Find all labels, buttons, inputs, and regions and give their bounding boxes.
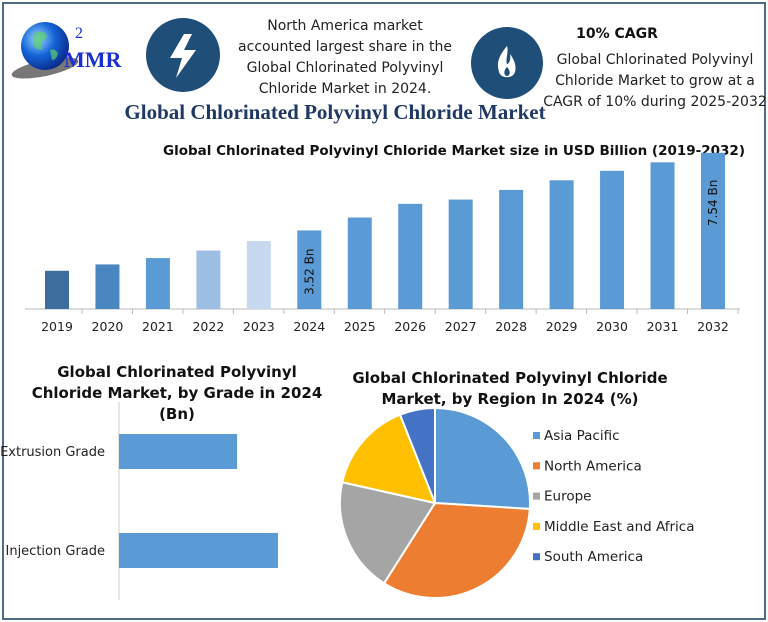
logo-superscript: 2 bbox=[75, 25, 83, 42]
bar-2024 bbox=[297, 230, 322, 309]
globe-icon bbox=[21, 22, 69, 70]
logo-text: MMR bbox=[64, 47, 123, 72]
bar-2019 bbox=[45, 270, 69, 309]
grade-category-label: Injection Grade bbox=[6, 544, 106, 559]
x-tick-label: 2021 bbox=[142, 319, 174, 334]
bar-chart-title: Global Chlorinated Polyvinyl Chloride Ma… bbox=[163, 143, 745, 159]
cagr-note: Global Chlorinated Polyvinyl Chloride Ma… bbox=[543, 52, 767, 110]
cagr-title: 10% CAGR bbox=[576, 26, 658, 42]
x-tick-label: 2030 bbox=[596, 319, 628, 334]
svg-text:CAGR of 10% during 2025-2032: CAGR of 10% during 2025-2032 bbox=[543, 94, 767, 110]
x-tick-label: 2027 bbox=[445, 319, 477, 334]
bar-2020 bbox=[95, 264, 120, 309]
x-tick-label: 2020 bbox=[92, 319, 124, 334]
legend-label: South America bbox=[544, 549, 643, 565]
pie-slice-middle-east-and-africa bbox=[341, 413, 437, 505]
lightning-icon bbox=[146, 18, 220, 92]
x-tick-label: 2029 bbox=[546, 319, 578, 334]
pie-slice-europe bbox=[339, 481, 437, 585]
mmr-logo: 2 MMR bbox=[11, 22, 123, 79]
bar-2022 bbox=[196, 250, 221, 309]
bar-2032 bbox=[700, 152, 725, 309]
legend-swatch bbox=[533, 522, 540, 530]
bar-2028 bbox=[499, 189, 524, 309]
svg-text:Chloride Market to grow at a: Chloride Market to grow at a bbox=[555, 73, 755, 89]
legend-swatch bbox=[533, 492, 540, 500]
grade-bar bbox=[119, 434, 238, 469]
x-tick-label: 2031 bbox=[647, 319, 679, 334]
data-label-2024: 3.52 Bn bbox=[302, 249, 316, 295]
x-tick-label: 2032 bbox=[697, 319, 729, 334]
pie-chart-title-line: Market, by Region In 2024 (%) bbox=[381, 390, 638, 408]
bar-2021 bbox=[145, 258, 170, 309]
x-tick-label: 2022 bbox=[192, 319, 224, 334]
bar-2030 bbox=[600, 170, 625, 309]
legend-swatch bbox=[533, 553, 540, 561]
bar-2026 bbox=[398, 203, 423, 309]
pie-slice-asia-pacific bbox=[434, 406, 531, 511]
bar-2031 bbox=[650, 162, 675, 309]
grade-category-label: Extrusion Grade bbox=[0, 445, 105, 460]
pie-chart-title-line: Global Chlorinated Polyvinyl Chloride bbox=[352, 369, 667, 387]
data-label-2032: 7.54 Bn bbox=[706, 180, 720, 226]
bar-2027 bbox=[448, 199, 473, 309]
grade-chart-title-line: Global Chlorinated Polyvinyl bbox=[57, 363, 297, 381]
bar-2023 bbox=[246, 241, 271, 309]
svg-text:accounted largest share in the: accounted largest share in the bbox=[238, 39, 452, 55]
legend-label: North America bbox=[544, 458, 642, 474]
grade-chart-title-line: (Bn) bbox=[159, 405, 195, 423]
region-pie-chart: Global Chlorinated Polyvinyl Chloride Ma… bbox=[339, 369, 695, 599]
north-america-note: North America market accounted largest s… bbox=[238, 18, 452, 97]
legend-label: Europe bbox=[544, 489, 591, 505]
x-tick-label: 2028 bbox=[495, 319, 527, 334]
legend-swatch bbox=[533, 462, 540, 470]
grade-chart-title-line: Chloride Market, by Grade in 2024 bbox=[32, 384, 323, 402]
grade-bar-chart: Global Chlorinated Polyvinyl Chloride Ma… bbox=[0, 363, 322, 600]
svg-text:Chloride Market in 2024.: Chloride Market in 2024. bbox=[259, 81, 432, 97]
x-tick-label: 2024 bbox=[293, 319, 325, 334]
x-tick-label: 2025 bbox=[344, 319, 376, 334]
main-title: Global Chlorinated Polyvinyl Chloride Ma… bbox=[124, 100, 545, 124]
grade-bar bbox=[119, 533, 278, 568]
market-size-bar-chart: Global Chlorinated Polyvinyl Chloride Ma… bbox=[25, 143, 745, 334]
bar-2029 bbox=[549, 180, 574, 309]
x-tick-label: 2023 bbox=[243, 319, 275, 334]
legend-label: Middle East and Africa bbox=[544, 519, 695, 535]
svg-text:Global Chlorinated Polyvinyl: Global Chlorinated Polyvinyl bbox=[247, 60, 444, 76]
svg-text:Global Chlorinated Polyvinyl: Global Chlorinated Polyvinyl bbox=[557, 52, 754, 68]
svg-text:North America market: North America market bbox=[267, 18, 423, 34]
pie-slice-south-america bbox=[398, 406, 436, 504]
legend-label: Asia Pacific bbox=[544, 428, 620, 444]
x-tick-label: 2019 bbox=[41, 319, 73, 334]
x-tick-label: 2026 bbox=[394, 319, 426, 334]
flame-icon bbox=[471, 27, 543, 99]
bar-2025 bbox=[347, 217, 372, 309]
legend-swatch bbox=[533, 432, 540, 439]
